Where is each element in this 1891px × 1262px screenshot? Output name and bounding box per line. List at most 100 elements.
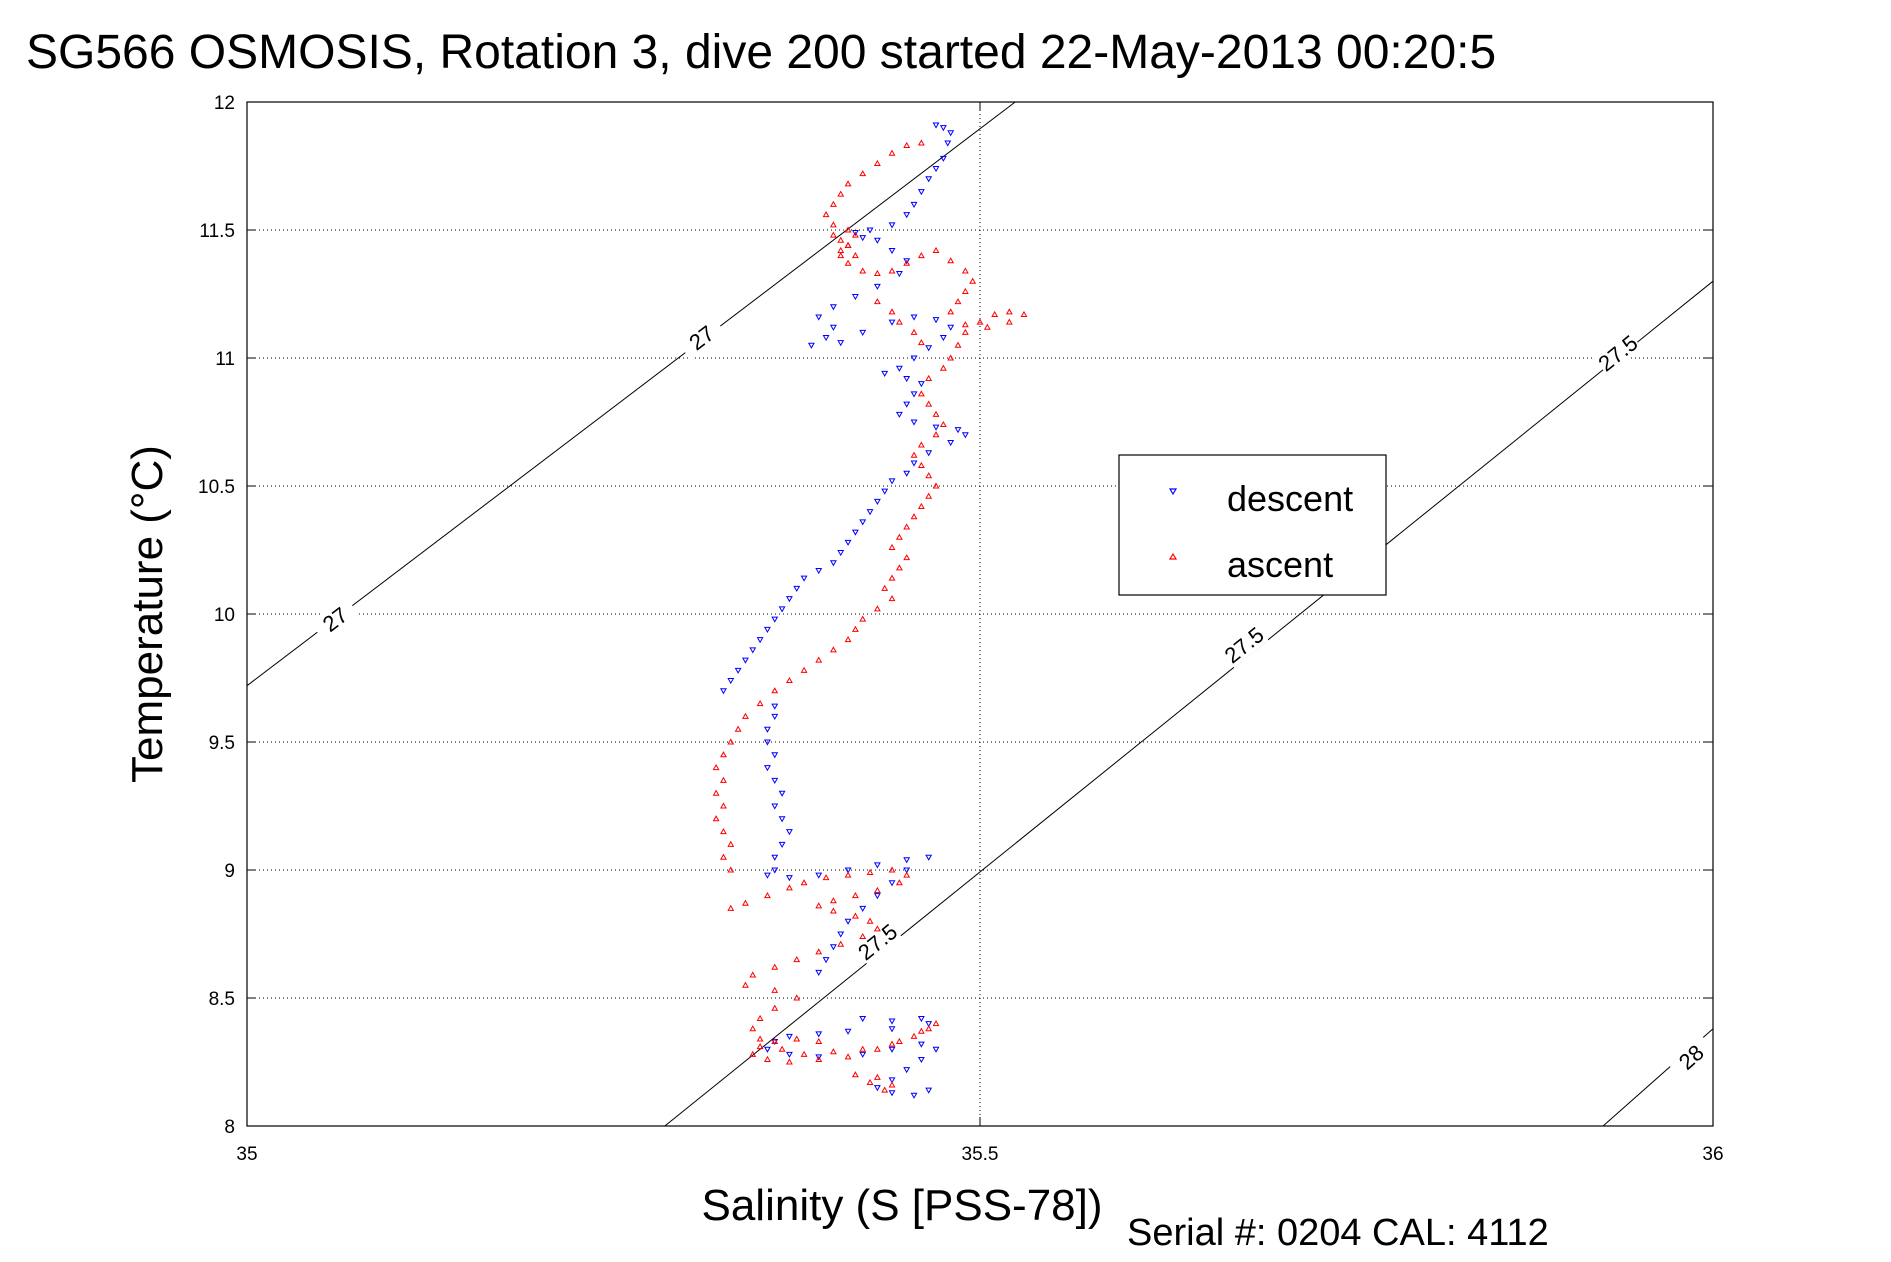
descent-point — [771, 713, 779, 721]
descent-point — [881, 488, 889, 495]
ascent-point — [939, 420, 947, 428]
ascent-point — [741, 981, 749, 988]
ascent-point — [910, 328, 918, 335]
ascent-point — [837, 940, 845, 947]
ascent-point — [793, 1035, 801, 1042]
descent-point — [895, 411, 903, 418]
ascent-point — [873, 1045, 881, 1052]
ascent-point — [785, 1058, 793, 1065]
descent-point — [771, 752, 779, 759]
ascent-point — [910, 513, 918, 520]
ascent-point — [727, 738, 735, 745]
descent-point — [771, 777, 779, 785]
descent-point — [851, 230, 859, 237]
ascent-point — [947, 308, 955, 315]
ascent-point — [925, 492, 933, 499]
descent-point — [771, 854, 779, 861]
ascent-point — [712, 815, 720, 822]
ascent-point — [778, 1045, 786, 1052]
ascent-point — [859, 267, 867, 274]
ascent-point — [793, 994, 801, 1001]
descent-point — [727, 678, 735, 685]
ascent-point — [895, 318, 903, 325]
descent-point — [837, 550, 845, 557]
ascent-point — [961, 321, 969, 328]
descent-point — [785, 829, 793, 836]
ascent-point — [815, 948, 823, 955]
ascent-point — [866, 868, 874, 876]
ascent-point — [939, 364, 947, 371]
descent-point — [961, 432, 969, 439]
ascent-point — [771, 963, 779, 970]
descent-point — [771, 867, 779, 874]
ascent-point — [844, 259, 852, 266]
descent-point — [851, 529, 859, 536]
descent-point — [881, 370, 889, 377]
descent-point — [910, 391, 918, 398]
descent-point — [947, 324, 955, 331]
ascent-point — [844, 180, 852, 187]
ascent-point — [903, 523, 911, 530]
ascent-point — [771, 1004, 779, 1011]
descent-point — [873, 283, 881, 290]
descent-point — [771, 616, 779, 623]
isopycnal-label-bg — [852, 918, 903, 965]
descent-point — [741, 657, 749, 664]
ascent-point — [910, 451, 918, 458]
descent-point — [771, 703, 779, 710]
descent-point — [719, 688, 727, 695]
ascent-point — [917, 139, 925, 146]
isopycnal-label-bg — [1593, 329, 1643, 377]
descent-point — [778, 816, 786, 823]
ascent-point — [873, 269, 881, 277]
ascent-point — [829, 646, 837, 653]
descent-point — [851, 294, 859, 301]
descent-point — [793, 585, 801, 593]
ascent-point — [903, 871, 911, 878]
descent-point — [837, 340, 845, 347]
descent-point — [888, 1026, 896, 1033]
x-tick-label: 35.5 — [962, 1144, 999, 1165]
descent-point — [829, 324, 837, 331]
ascent-point — [844, 226, 852, 233]
ascent-point — [851, 1071, 859, 1078]
y-tick-label: 9 — [224, 861, 235, 882]
ascent-point — [925, 400, 933, 407]
descent-point — [873, 862, 881, 869]
descent-point — [734, 667, 742, 674]
descent-point — [888, 880, 896, 887]
ascent-point — [829, 907, 837, 914]
ascent-point — [881, 1086, 889, 1093]
descent-point — [888, 1046, 896, 1053]
isopycnal-label-bg — [1666, 1033, 1716, 1081]
descent-point — [917, 189, 925, 196]
ascent-point — [771, 687, 779, 694]
descent-point — [844, 539, 852, 546]
ascent-point — [917, 339, 925, 346]
descent-point — [815, 872, 823, 879]
descent-point — [829, 560, 837, 567]
legend-box — [1118, 454, 1387, 596]
descent-point — [844, 867, 852, 874]
ascent-point — [771, 986, 779, 993]
ascent-point — [837, 246, 845, 253]
ascent-point — [822, 874, 830, 881]
descent-point — [778, 841, 786, 849]
descent-point — [785, 596, 793, 603]
descent-point — [925, 450, 933, 457]
isopycnal-line — [664, 280, 1714, 1127]
descent-point — [932, 1046, 940, 1053]
descent-point — [873, 498, 881, 505]
ascent-point — [917, 1027, 925, 1034]
ascent-point — [851, 625, 859, 632]
ascent-point — [712, 763, 720, 771]
ascent-point — [888, 149, 896, 156]
descent-point — [763, 1046, 771, 1053]
descent-point — [925, 1087, 933, 1094]
descent-point — [873, 1085, 881, 1092]
chart-title: SG566 OSMOSIS, Rotation 3, dive 200 star… — [26, 26, 1496, 79]
ascent-point — [932, 482, 940, 489]
descent-point — [866, 227, 874, 234]
descent-point — [873, 237, 881, 244]
